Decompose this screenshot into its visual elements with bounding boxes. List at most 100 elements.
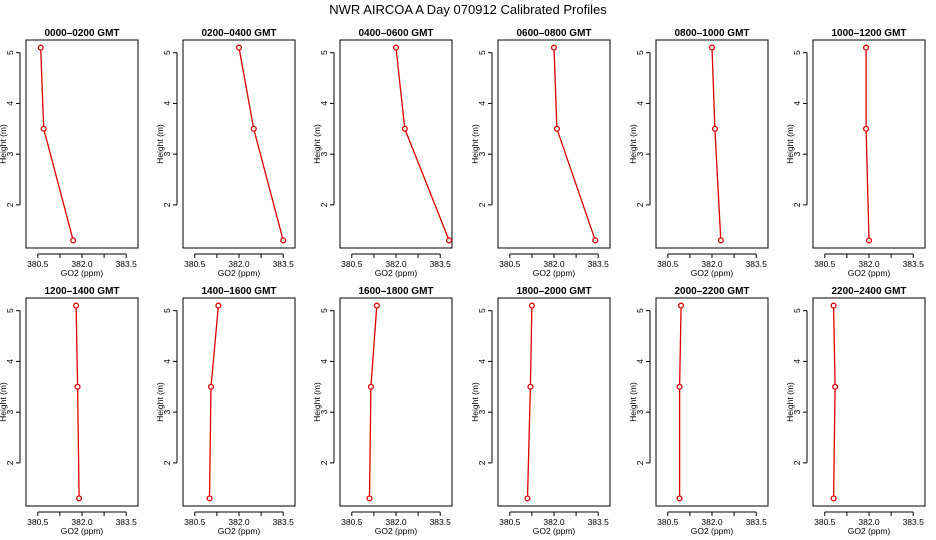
x-axis-label: GO2 (ppm) — [848, 526, 891, 536]
plot-frame — [812, 39, 926, 249]
x-tick-label: 380.5 — [184, 517, 206, 527]
y-tick-label: 4 — [319, 359, 329, 364]
x-axis-label: GO2 (ppm) — [533, 268, 576, 278]
y-tick-label: 3 — [792, 410, 802, 415]
x-axis-label: GO2 (ppm) — [218, 526, 261, 536]
panel-grid: 0000–0200 GMT 380.5 382.0 383.5 GO2 (ppm) 2 3 4… — [0, 28, 926, 536]
y-tick-label: 4 — [792, 101, 802, 106]
y-tick-label: 5 — [162, 50, 172, 55]
data-point — [76, 495, 83, 502]
x-tick-label: 380.5 — [27, 517, 49, 527]
data-point — [392, 44, 400, 51]
x-tick-label: 383.5 — [116, 259, 138, 269]
x-tick-label: 382.0 — [701, 517, 723, 527]
y-axis-label: Height (m) — [0, 382, 8, 422]
y-tick-label: 2 — [5, 202, 15, 207]
profile-line — [865, 47, 870, 241]
x-tick-label: 380.5 — [814, 517, 836, 527]
plot-frame — [25, 39, 139, 249]
y-tick-label: 5 — [792, 308, 802, 313]
x-tick-label: 382.0 — [858, 259, 880, 269]
panel: 0800–1000 GMT 380.5 382.0 383.5 GO2 (ppm) 2 3 4… — [628, 28, 769, 278]
panel-title: 2200–2400 GMT — [831, 286, 906, 297]
y-tick-label: 5 — [477, 50, 487, 55]
y-tick-label: 4 — [635, 359, 645, 364]
data-point — [40, 125, 47, 132]
x-tick-label: 383.5 — [903, 259, 925, 269]
y-tick-label: 3 — [635, 152, 645, 157]
y-axis-label: Height (m) — [628, 124, 638, 164]
plot-frame — [497, 297, 611, 507]
data-point — [863, 44, 870, 51]
x-tick-label: 382.0 — [701, 259, 723, 269]
profile-line — [832, 305, 836, 499]
data-point — [215, 302, 222, 309]
data-point — [678, 302, 685, 309]
x-tick-label: 380.5 — [657, 517, 679, 527]
data-point — [250, 125, 257, 132]
y-axis-label: Height (m) — [628, 382, 638, 422]
x-axis-label: GO2 (ppm) — [218, 268, 261, 278]
x-tick-label: 383.5 — [746, 259, 768, 269]
x-tick-label: 380.5 — [814, 259, 836, 269]
y-tick-label: 5 — [635, 308, 645, 313]
y-axis-label: Height (m) — [312, 382, 322, 422]
y-tick-label: 4 — [319, 101, 329, 106]
panel: 0600–0800 GMT 380.5 382.0 383.5 GO2 (ppm) 2 3 4… — [470, 28, 611, 278]
panel-title: 2000–2200 GMT — [674, 286, 749, 297]
y-tick-label: 2 — [792, 460, 802, 465]
panel-title: 1800–2000 GMT — [516, 286, 591, 297]
panel: 1400–1600 GMT 380.5 382.0 383.5 GO2 (ppm) 2 3 4… — [155, 286, 296, 536]
plot-frame — [182, 39, 296, 249]
y-tick-label: 2 — [162, 202, 172, 207]
panel: 2000–2200 GMT 380.5 382.0 383.5 GO2 (ppm) 2 3 4… — [628, 286, 769, 536]
profile-line — [238, 47, 284, 241]
data-point — [592, 237, 599, 244]
data-point — [830, 495, 837, 502]
data-point — [74, 383, 81, 390]
data-point — [373, 302, 380, 309]
y-tick-label: 3 — [5, 410, 15, 415]
x-tick-label: 380.5 — [499, 259, 521, 269]
x-tick-label: 380.5 — [184, 259, 206, 269]
data-point — [711, 125, 718, 132]
x-tick-label: 383.5 — [588, 517, 610, 527]
data-point — [708, 44, 716, 51]
data-point — [235, 44, 243, 51]
panel-title: 1200–1400 GMT — [44, 286, 119, 297]
profile-line — [678, 305, 682, 499]
panel-title: 0000–0200 GMT — [44, 28, 119, 39]
profile-line — [75, 305, 80, 499]
x-tick-label: 383.5 — [746, 517, 768, 527]
data-point — [280, 237, 287, 244]
x-tick-label: 382.0 — [858, 517, 880, 527]
plot-frame — [497, 39, 611, 249]
data-point — [206, 495, 213, 502]
y-tick-label: 5 — [5, 308, 15, 313]
panel-title: 0800–1000 GMT — [674, 28, 749, 39]
profile-line — [208, 305, 220, 499]
panel: 1200–1400 GMT 380.5 382.0 383.5 GO2 (ppm) 2 3 4… — [0, 286, 139, 536]
x-tick-label: 380.5 — [341, 259, 363, 269]
panel-title: 0200–0400 GMT — [201, 28, 276, 39]
data-point — [553, 125, 560, 132]
y-tick-label: 3 — [477, 152, 487, 157]
y-tick-label: 5 — [792, 50, 802, 55]
x-tick-label: 382.0 — [228, 259, 250, 269]
y-tick-label: 2 — [792, 202, 802, 207]
x-axis-label: GO2 (ppm) — [61, 268, 104, 278]
x-tick-label: 382.0 — [543, 517, 565, 527]
panel: 2200–2400 GMT 380.5 382.0 383.5 GO2 (ppm) 2 3 4… — [785, 286, 926, 536]
panel-title: 1000–1200 GMT — [831, 28, 906, 39]
data-point — [832, 383, 839, 390]
x-tick-label: 380.5 — [499, 517, 521, 527]
x-axis-label: GO2 (ppm) — [61, 526, 104, 536]
chart-title: NWR AIRCOA A Day 070912 Calibrated Profi… — [329, 2, 607, 17]
y-tick-label: 2 — [162, 460, 172, 465]
y-tick-label: 4 — [792, 359, 802, 364]
data-point — [865, 237, 873, 244]
y-tick-label: 3 — [162, 152, 172, 157]
y-tick-label: 4 — [162, 101, 172, 106]
y-tick-label: 2 — [477, 460, 487, 465]
